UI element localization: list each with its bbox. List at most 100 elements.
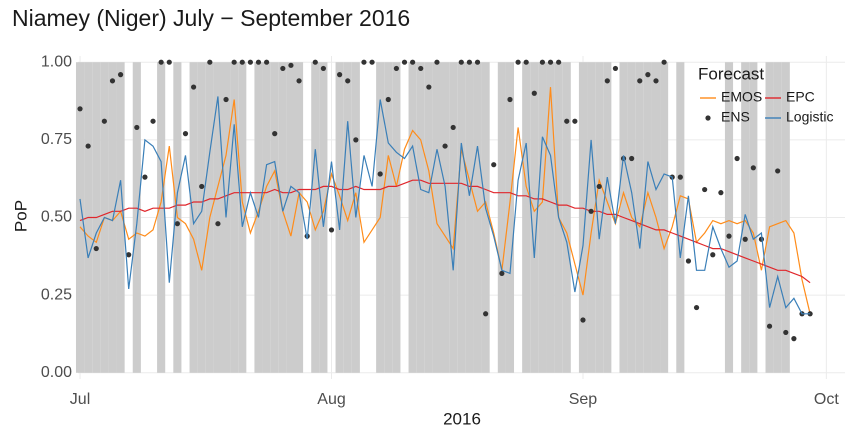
observed-rain-bar <box>432 62 442 373</box>
series-point <box>426 84 432 90</box>
series-point <box>523 59 529 65</box>
series-point <box>345 78 351 84</box>
series-point <box>77 106 83 112</box>
observed-rain-bar <box>603 62 612 373</box>
observed-rain-bar <box>408 62 417 373</box>
observed-rain-bar <box>335 62 344 373</box>
observed-rain-bar <box>781 62 790 373</box>
series-point <box>182 131 189 137</box>
observed-rain-bar <box>481 62 490 373</box>
series-point <box>296 78 302 84</box>
series-point <box>629 155 635 162</box>
observed-rain-bar <box>522 62 531 373</box>
series-point <box>750 165 756 171</box>
series-point <box>677 174 683 180</box>
series-point <box>255 59 262 65</box>
observed-rain-bar <box>578 62 588 373</box>
series-point <box>377 171 383 177</box>
series-point <box>109 78 116 84</box>
series-point <box>353 137 359 143</box>
series-point <box>93 245 99 252</box>
series-point <box>637 78 643 84</box>
series-point <box>710 252 716 258</box>
series-point <box>499 270 505 277</box>
observed-rain-bar <box>546 62 555 373</box>
observed-rain-bar <box>278 62 287 373</box>
series-point <box>507 96 513 103</box>
series-point <box>401 59 408 65</box>
series-point <box>385 96 391 103</box>
series-point <box>515 59 521 65</box>
series-point <box>474 59 481 65</box>
observed-rain-bar <box>197 62 206 373</box>
series-point <box>231 59 237 65</box>
observed-rain-bar <box>773 62 782 373</box>
series-point <box>547 59 554 65</box>
series-point <box>693 304 700 311</box>
series-point <box>272 131 278 137</box>
series-point <box>775 168 781 174</box>
observed-rain-bar <box>392 62 401 373</box>
series-point <box>588 208 594 214</box>
legend-swatch <box>705 115 711 121</box>
x-axis-title: 2016 <box>443 409 481 428</box>
observed-rain-bar <box>676 62 685 373</box>
series-point <box>734 155 740 162</box>
observed-rain-bar <box>497 62 506 373</box>
observed-rain-bar <box>286 62 295 373</box>
series-point <box>653 78 659 84</box>
y-tick-label: 0.75 <box>41 131 72 148</box>
observed-rain-bar <box>116 62 125 373</box>
series-point <box>450 124 456 131</box>
series-point <box>539 59 546 65</box>
series-point <box>596 183 602 190</box>
series-point <box>418 65 424 72</box>
legend-label: EMOS <box>721 89 762 105</box>
observed-rain-bar <box>449 62 458 373</box>
series-point <box>199 183 205 190</box>
series-point <box>661 59 667 65</box>
legend-label: ENS <box>721 109 750 125</box>
series-point <box>791 336 797 342</box>
series-point <box>264 59 270 65</box>
series-point <box>531 90 537 96</box>
series-point <box>742 236 748 242</box>
x-tick-label: Sep <box>569 391 598 408</box>
observed-rain-bar <box>262 62 271 373</box>
series-point <box>239 59 245 65</box>
series-point <box>718 190 724 196</box>
observed-rain-bar <box>724 62 734 373</box>
observed-rain-bar <box>213 62 222 373</box>
series-point <box>369 59 375 65</box>
series-point <box>174 221 180 227</box>
y-tick-label: 0.25 <box>41 286 72 303</box>
series-point <box>393 65 400 72</box>
series-line <box>79 179 811 284</box>
series-point <box>190 84 197 90</box>
series-point <box>685 258 692 264</box>
series-point <box>410 59 416 65</box>
series-point <box>491 162 497 168</box>
legend-title: Forecast <box>698 64 764 83</box>
observed-rain-bar <box>530 62 539 373</box>
observed-rain-bar <box>270 62 279 373</box>
series-point <box>564 118 570 124</box>
x-tick-label: Jul <box>70 391 90 408</box>
series-point <box>572 118 578 124</box>
observed-rain-bar <box>157 62 166 373</box>
observed-rain-bar <box>189 62 198 373</box>
observed-rain-bar <box>75 62 85 373</box>
series-point <box>702 186 708 193</box>
series-point <box>337 72 343 78</box>
legend: Forecast EMOS EPC ENS Logistic <box>698 64 833 124</box>
series-point <box>807 311 813 317</box>
series-point <box>766 323 773 329</box>
observed-rain-bar <box>416 62 425 373</box>
series-point <box>126 252 132 258</box>
observed-rain-bar <box>384 62 393 373</box>
series-point <box>580 317 586 323</box>
chart-title: Niamey (Niger) July − September 2016 <box>12 5 410 31</box>
series-point <box>101 118 107 124</box>
observed-rain-bar <box>457 62 466 373</box>
